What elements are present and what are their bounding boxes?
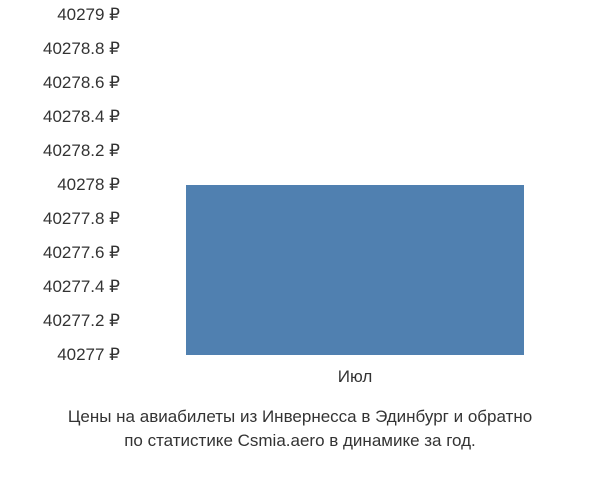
y-tick-label: 40278.8 ₽ (43, 39, 120, 59)
y-tick-label: 40277 ₽ (57, 345, 120, 365)
chart-container: 40279 ₽ 40278.8 ₽ 40278.6 ₽ 40278.4 ₽ 40278.… (0, 0, 600, 500)
y-tick-label: 40278.6 ₽ (43, 73, 120, 93)
caption-line-1: Цены на авиабилеты из Инвернесса в Эдинб… (68, 407, 532, 426)
x-tick-label: Июл (338, 367, 373, 387)
y-tick-label: 40277.2 ₽ (43, 311, 120, 331)
y-tick-label: 40277.8 ₽ (43, 209, 120, 229)
caption-line-2: по статистике Csmia.aero в динамике за г… (124, 431, 476, 450)
plot-area (130, 15, 580, 355)
y-tick-label: 40278.2 ₽ (43, 141, 120, 161)
y-tick-label: 40278.4 ₽ (43, 107, 120, 127)
bar (186, 185, 524, 355)
y-tick-label: 40277.6 ₽ (43, 243, 120, 263)
chart-caption: Цены на авиабилеты из Инвернесса в Эдинб… (0, 405, 600, 453)
y-tick-label: 40279 ₽ (57, 5, 120, 25)
y-tick-label: 40278 ₽ (57, 175, 120, 195)
y-tick-label: 40277.4 ₽ (43, 277, 120, 297)
